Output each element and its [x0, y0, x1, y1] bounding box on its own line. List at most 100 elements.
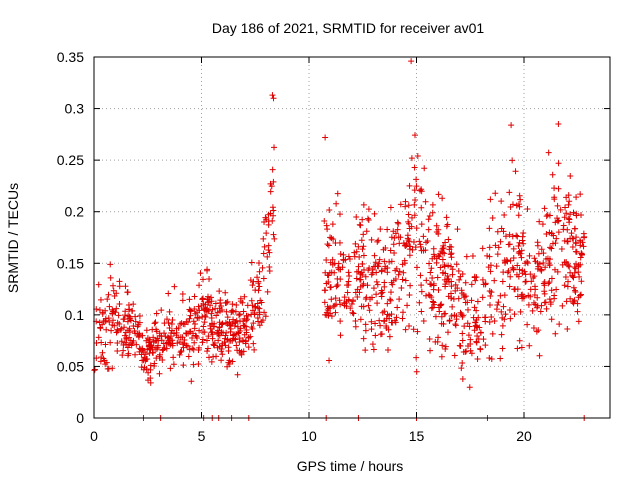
data-point [448, 244, 455, 251]
data-point [224, 363, 231, 370]
data-point [558, 246, 565, 253]
data-point [357, 276, 364, 283]
data-point [472, 277, 479, 284]
data-point [543, 213, 550, 220]
data-point [491, 277, 498, 284]
data-point [391, 250, 398, 257]
data-point [442, 310, 449, 317]
data-point [148, 342, 155, 349]
data-point [448, 250, 455, 257]
data-point [573, 234, 580, 241]
data-point [390, 241, 397, 248]
data-point [486, 301, 493, 308]
data-point [541, 205, 548, 212]
data-point [443, 223, 450, 230]
data-point [538, 246, 545, 253]
data-point [534, 294, 541, 301]
data-point [147, 379, 154, 386]
data-point [136, 313, 143, 320]
data-point [248, 259, 255, 266]
data-point [250, 320, 257, 327]
data-point [256, 268, 263, 275]
data-point [459, 330, 466, 337]
data-point [126, 334, 133, 341]
data-point [187, 312, 194, 319]
data-point [179, 341, 186, 348]
data-point [489, 214, 496, 221]
data-point [169, 342, 176, 349]
data-point [101, 318, 108, 325]
data-point [356, 289, 363, 296]
data-point [452, 322, 459, 329]
data-point [473, 339, 480, 346]
data-point [559, 302, 566, 309]
x-axis: 0 5 10 15 20 [90, 57, 532, 444]
data-point [564, 283, 571, 290]
data-point [476, 324, 483, 331]
x-tick-label: 5 [198, 428, 206, 444]
data-point [535, 263, 542, 270]
data-point [406, 225, 413, 232]
data-point [396, 296, 403, 303]
data-point [98, 354, 105, 361]
data-point [213, 312, 220, 319]
data-point [340, 257, 347, 264]
data-point [214, 309, 221, 316]
data-point [459, 313, 466, 320]
data-point [132, 318, 139, 325]
data-point [510, 266, 517, 273]
data-point [553, 235, 560, 242]
data-point [571, 264, 578, 271]
data-point [268, 183, 275, 190]
data-point [149, 349, 156, 356]
data-point [523, 258, 530, 265]
data-point [510, 255, 517, 262]
y-tick-label: 0.25 [57, 152, 84, 168]
data-point [103, 359, 110, 366]
data-point [360, 252, 367, 259]
data-point [516, 266, 523, 273]
data-point [429, 304, 436, 311]
data-point [401, 257, 408, 264]
data-point [216, 332, 223, 339]
data-point [566, 198, 573, 205]
data-point [160, 340, 167, 347]
data-point [431, 301, 438, 308]
data-point [374, 263, 381, 270]
data-point [548, 245, 555, 252]
data-point [441, 263, 448, 270]
data-point [133, 341, 140, 348]
data-point [216, 288, 223, 295]
data-point [121, 315, 128, 322]
data-point [365, 302, 372, 309]
data-point [192, 310, 199, 317]
data-point [397, 201, 404, 208]
data-point [573, 240, 580, 247]
data-point [488, 289, 495, 296]
data-point [217, 297, 224, 304]
data-point [137, 346, 144, 353]
data-point [405, 237, 412, 244]
data-point [377, 226, 384, 233]
data-point [191, 305, 198, 312]
data-point [152, 319, 159, 326]
data-point [545, 280, 552, 287]
data-point [389, 281, 396, 288]
data-point [366, 307, 373, 314]
data-point [266, 267, 273, 274]
data-point [337, 318, 344, 325]
data-point [424, 237, 431, 244]
data-point [536, 352, 543, 359]
data-point [335, 266, 342, 273]
data-point [358, 269, 365, 276]
data-point [190, 318, 197, 325]
data-point [260, 235, 267, 242]
data-point [517, 308, 524, 315]
data-point [186, 296, 193, 303]
data-point [555, 121, 562, 128]
data-point [386, 333, 393, 340]
data-point [443, 214, 450, 221]
data-point [500, 303, 507, 310]
plot-frame [93, 56, 611, 419]
data-point [256, 322, 263, 329]
